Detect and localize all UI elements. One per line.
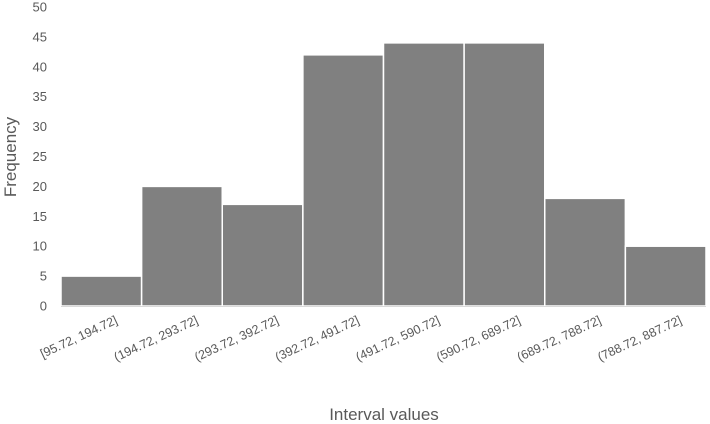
x-tick-label: (293.72, 392.72]	[192, 313, 280, 364]
x-tick-label: (689.72, 788.72]	[515, 313, 603, 364]
y-tick-label: 35	[33, 89, 47, 104]
y-axis-ticks: 0 5 10 15 20 25 30 35 40 45 50	[33, 0, 47, 314]
x-axis-title: Interval values	[329, 405, 439, 424]
histogram-bar	[382, 42, 465, 307]
x-tick-label: (491.72, 590.72]	[354, 313, 442, 364]
y-tick-label: 25	[33, 149, 47, 164]
y-tick-label: 40	[33, 59, 47, 74]
x-tick-label: (194.72, 293.72]	[112, 313, 200, 364]
histogram-bar	[624, 245, 707, 307]
x-tick-label: (392.72, 491.72]	[273, 313, 361, 364]
histogram-bar	[221, 203, 304, 307]
y-tick-label: 5	[40, 269, 47, 284]
y-tick-label: 0	[40, 299, 47, 314]
histogram-bar	[140, 185, 223, 307]
y-tick-label: 30	[33, 119, 47, 134]
y-axis-title: Frequency	[1, 116, 20, 197]
histogram-bar	[544, 197, 627, 307]
y-tick-label: 20	[33, 179, 47, 194]
histogram-bar	[60, 275, 143, 307]
y-tick-label: 10	[33, 239, 47, 254]
x-axis-ticks: [95.72, 194.72](194.72, 293.72](293.72, …	[38, 313, 684, 364]
bars	[60, 42, 707, 307]
y-tick-label: 50	[33, 0, 47, 15]
histogram-bar	[463, 42, 546, 307]
x-tick-label: [95.72, 194.72]	[38, 313, 120, 361]
x-tick-label: (590.72, 689.72]	[434, 313, 522, 364]
y-tick-label: 15	[33, 209, 47, 224]
histogram-bar	[302, 54, 385, 307]
x-tick-label: (788.72, 887.72]	[596, 313, 684, 364]
y-tick-label: 45	[33, 29, 47, 44]
